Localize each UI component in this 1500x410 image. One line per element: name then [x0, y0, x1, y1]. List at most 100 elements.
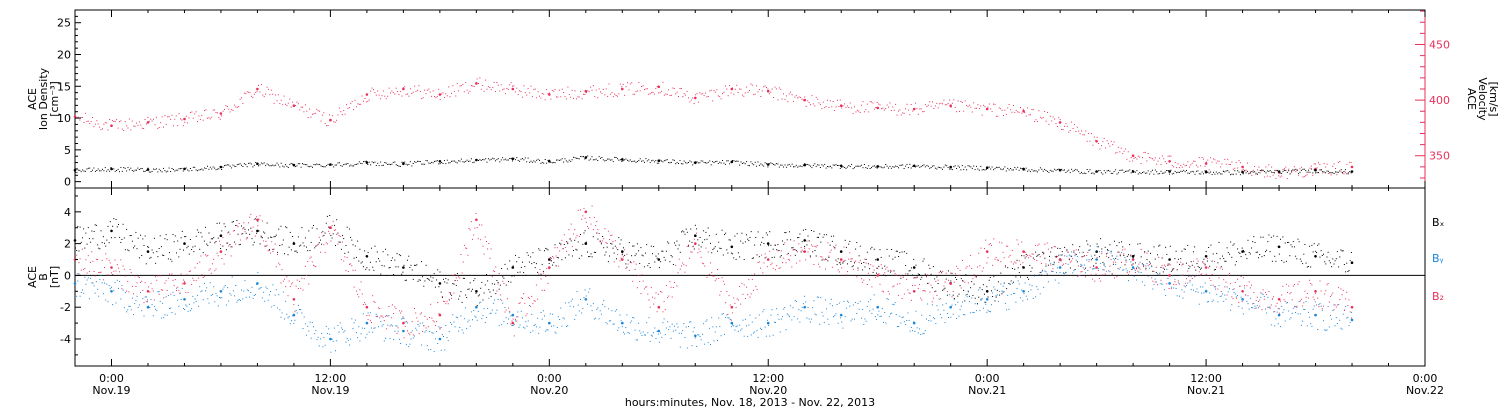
velocity-series-sample: [888, 106, 889, 108]
bx-series-sample: [1182, 263, 1184, 265]
by-series-sample: [1334, 325, 1336, 327]
by-series-sample: [1328, 326, 1330, 328]
by-series-sample: [938, 298, 940, 300]
velocity-series-sample: [773, 97, 775, 98]
density-series-sample: [1308, 169, 1309, 171]
density-series-sample: [705, 162, 706, 164]
velocity-series-sample: [1326, 163, 1328, 165]
bx-series-sample: [739, 256, 741, 258]
bx-series-sample: [691, 241, 693, 243]
velocity-series-sample: [310, 116, 312, 118]
density-series-sample: [804, 163, 806, 165]
by-series-sample: [1256, 305, 1258, 307]
bz-series-sample: [592, 229, 594, 231]
by-series-sample: [1300, 324, 1302, 326]
by-series-sample: [316, 339, 318, 341]
bz-series-sample: [483, 253, 485, 255]
bx-series-sample: [427, 278, 429, 280]
bx-series-sample: [1211, 260, 1213, 262]
by-series-sample: [818, 296, 819, 298]
density-series-sample: [107, 169, 109, 171]
density-series-point: [365, 161, 369, 164]
bx-series-sample: [195, 235, 197, 237]
by-series-sample: [243, 290, 245, 292]
bz-series-sample: [704, 265, 706, 267]
bz-series-sample: [632, 280, 634, 282]
by-series-sample: [820, 297, 822, 299]
bz-series-point: [1314, 290, 1317, 293]
bx-series-sample: [515, 254, 516, 256]
velocity-series-sample: [128, 118, 130, 120]
by-series-point: [219, 290, 223, 293]
bx-series-sample: [192, 246, 194, 248]
bx-series-sample: [1269, 251, 1271, 253]
by-series-point: [1350, 318, 1354, 322]
density-series-sample: [580, 155, 582, 157]
by-series-sample: [609, 320, 610, 322]
velocity-series-sample: [998, 107, 1000, 109]
by-series-sample: [383, 340, 385, 342]
by-series-sample: [332, 340, 334, 342]
velocity-series-sample: [1350, 162, 1352, 163]
by-series-sample: [1215, 288, 1216, 290]
bx-series-sample: [677, 248, 679, 250]
by-series-sample: [504, 307, 506, 308]
bz-series-sample: [765, 256, 767, 258]
bx-series-sample: [915, 264, 917, 266]
by-series-sample: [460, 315, 462, 317]
density-series-sample: [868, 165, 870, 167]
bx-series-sample: [575, 248, 577, 250]
bz-series-sample: [794, 249, 796, 251]
bz-series-sample: [261, 220, 263, 222]
bz-series-sample: [148, 286, 150, 288]
density-series-sample: [1109, 170, 1111, 172]
density-series-sample: [1282, 170, 1284, 172]
density-series-sample: [197, 170, 198, 172]
by-series-sample: [840, 317, 842, 319]
velocity-series-point: [1131, 154, 1135, 157]
density-series-sample: [374, 161, 376, 163]
by-series-sample: [1222, 293, 1223, 295]
by-series-sample: [343, 331, 345, 333]
bx-series-sample: [749, 237, 751, 238]
by-series-sample: [722, 313, 724, 315]
density-series-sample: [1203, 173, 1204, 175]
by-series-sample: [670, 337, 672, 339]
by-series-sample: [667, 321, 669, 323]
by-series-sample: [604, 306, 606, 308]
by-series-sample: [1100, 262, 1102, 264]
bx-series-sample: [398, 254, 400, 256]
bx-series-sample: [443, 278, 444, 280]
by-series-sample: [869, 310, 871, 312]
bz-series-sample: [113, 270, 115, 272]
density-series-sample: [297, 163, 299, 165]
density-series-sample: [140, 168, 142, 170]
bx-series-sample: [1274, 255, 1276, 257]
bz-series-sample: [465, 247, 467, 249]
by-series-sample: [453, 321, 455, 323]
density-series-sample: [932, 165, 933, 167]
velocity-series-sample: [673, 88, 675, 90]
by-series-sample: [766, 319, 768, 321]
velocity-series-sample: [1159, 157, 1161, 159]
density-series-sample: [732, 160, 733, 161]
bx-series-sample: [126, 228, 128, 230]
bz-series-sample: [308, 283, 310, 285]
by-series-sample: [1082, 267, 1084, 269]
density-series-sample: [219, 166, 221, 167]
bx-series-sample: [780, 255, 782, 257]
bx-series-sample: [674, 242, 675, 244]
velocity-series-sample: [1335, 168, 1336, 169]
bz-series-sample: [438, 313, 440, 315]
bx-series-sample: [920, 278, 922, 280]
bx-series-point: [292, 242, 296, 245]
velocity-series-sample: [592, 85, 594, 87]
density-series-sample: [770, 162, 772, 164]
density-series-sample: [597, 160, 599, 161]
by-series-sample: [1206, 301, 1208, 303]
by-series-sample: [390, 324, 392, 326]
bz-series-sample: [84, 267, 86, 269]
by-series-sample: [237, 299, 239, 301]
by-series-sample: [1097, 268, 1099, 270]
velocity-series-sample: [656, 86, 658, 88]
